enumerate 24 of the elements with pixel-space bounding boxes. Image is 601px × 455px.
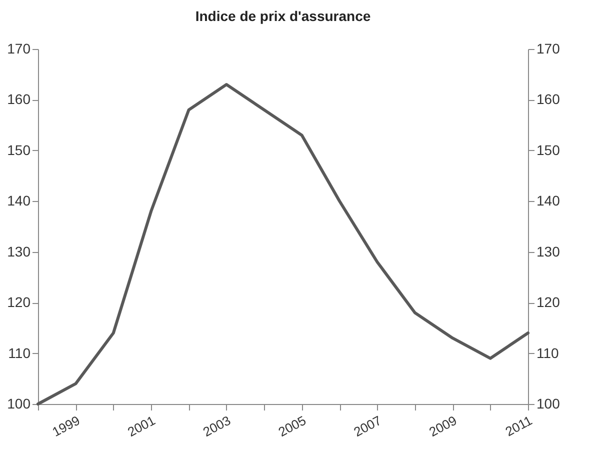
y2-tick-label: 150 [536,142,560,158]
y-tick-label: 140 [7,192,31,209]
x-tick-label: 2011 [502,412,535,440]
y2-tick-label: 110 [536,344,560,361]
y-tick-label: 170 [7,40,31,56]
x-tick-label: 2007 [351,412,384,440]
y2-tick-label: 170 [536,40,560,56]
y2-tick-label: 140 [536,192,560,209]
y2-tick-label: 160 [536,91,560,108]
y-tick-label: 110 [8,344,31,361]
x-tick-label: 2001 [125,412,158,440]
x-tick-label: 2005 [276,412,308,440]
chart-title: Indice de prix d'assurance [195,8,371,24]
x-tick-label: 2003 [200,412,234,440]
y2-tick-label: 120 [536,294,560,310]
x-tick-label: 2009 [426,412,460,440]
y-tick-label: 160 [7,91,31,108]
x-tick-label: 1999 [50,412,82,440]
y-tick-label: 150 [7,142,31,158]
y-tick-label: 130 [7,243,31,260]
y-tick-label: 120 [7,294,31,310]
y-tick-label: 100 [7,396,31,412]
y2-tick-label: 100 [536,396,560,412]
y2-tick-label: 130 [536,243,560,260]
